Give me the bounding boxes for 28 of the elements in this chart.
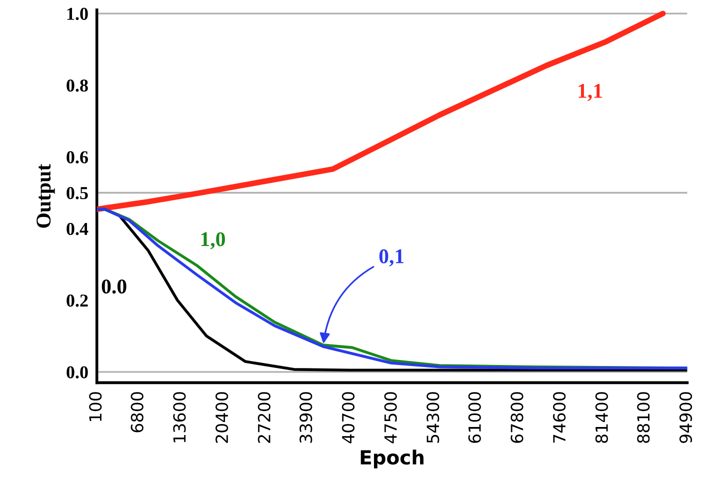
x-tick-label: 54300: [426, 392, 440, 443]
x-tick-label: 88100: [637, 392, 650, 443]
x-tick-label: 81400: [595, 392, 608, 443]
y-tick-label: 0.6: [66, 151, 88, 164]
y-tick-label: 0.5: [66, 186, 88, 200]
y-tick-label: 0.2: [66, 294, 88, 307]
y-tick-label: 0.0: [66, 366, 88, 378]
y-tick-label: 0.8: [66, 79, 88, 92]
x-axis-title: Epoch: [360, 450, 424, 468]
series-label: 1,0: [201, 232, 225, 250]
x-tick-label: 47500: [384, 392, 397, 444]
y-tick-label: 1.0: [67, 8, 88, 20]
text: 0,1: [379, 249, 404, 266]
y-axis-title: Output: [36, 164, 55, 228]
series-label: 1,1: [578, 84, 602, 101]
series-label: 0.0: [102, 279, 126, 294]
x-tick-label: 40700: [342, 392, 355, 444]
x-tick-label: 67800: [510, 392, 524, 443]
x-tick-label: 33900: [300, 392, 312, 443]
x-tick-label: 61000: [468, 392, 481, 443]
x-tick-label: 74600: [553, 392, 566, 443]
x-tick-label: 13600: [173, 392, 186, 442]
x-tick-label: 94900: [679, 392, 692, 443]
x-tick-label: 6800: [130, 392, 144, 432]
x-tick-label: 100: [89, 392, 102, 422]
y-tick-label: 0.4: [66, 222, 88, 236]
x-tick-label: 27200: [258, 392, 270, 443]
x-tick-label: 20400: [216, 392, 228, 443]
